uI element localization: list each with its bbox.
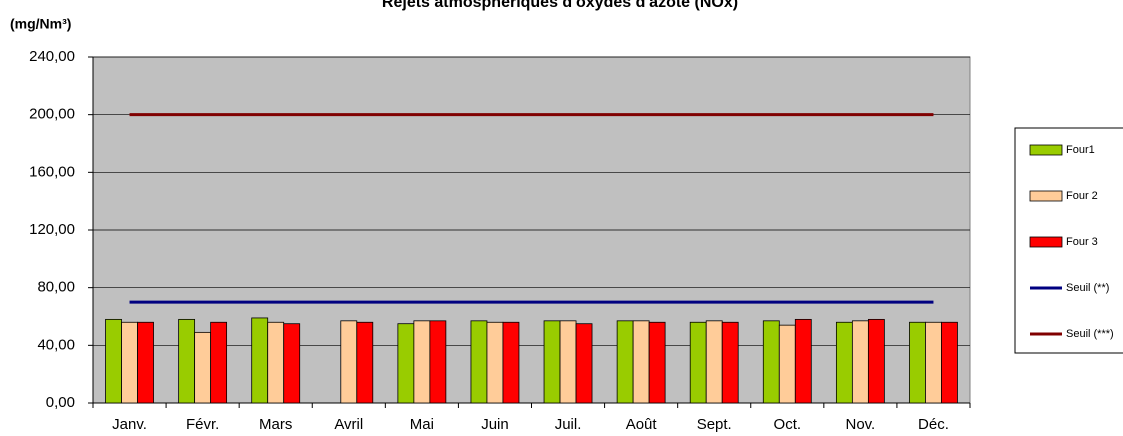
legend-label: Seuil (***) bbox=[1066, 328, 1114, 340]
y-tick-label: 160,00 bbox=[29, 163, 75, 180]
bar bbox=[194, 331, 212, 404]
y-tick-label: 0,00 bbox=[46, 394, 75, 411]
y-tick-label: 200,00 bbox=[29, 106, 75, 123]
bar bbox=[502, 321, 520, 404]
bar bbox=[267, 321, 285, 404]
bar bbox=[559, 320, 577, 404]
x-tick-label: Janv. bbox=[112, 416, 147, 433]
bar bbox=[925, 321, 942, 404]
bar bbox=[340, 320, 358, 404]
bar bbox=[283, 323, 301, 404]
x-tick-label: Juil. bbox=[555, 416, 582, 433]
x-tick-label: Mai bbox=[410, 416, 434, 433]
y-tick-label: 120,00 bbox=[29, 221, 75, 238]
bar bbox=[486, 321, 504, 404]
bar bbox=[137, 321, 154, 404]
x-tick-label: Oct. bbox=[774, 416, 802, 433]
bar bbox=[121, 321, 138, 404]
bar bbox=[632, 320, 650, 404]
legend-label: Four1 bbox=[1066, 144, 1095, 156]
bar bbox=[178, 318, 196, 404]
y-axis-label: (mg/Nm³) bbox=[10, 16, 71, 32]
legend-swatch bbox=[1029, 190, 1063, 202]
legend-label: Four 2 bbox=[1066, 190, 1098, 202]
bar bbox=[721, 321, 739, 404]
bar bbox=[909, 321, 926, 404]
bar bbox=[470, 320, 488, 404]
x-tick-label: Juin bbox=[481, 416, 509, 433]
bar bbox=[543, 320, 561, 404]
legend-label: Seuil (**) bbox=[1066, 282, 1109, 294]
bar bbox=[705, 320, 723, 404]
bar bbox=[210, 321, 228, 404]
legend-swatch bbox=[1029, 144, 1063, 156]
x-tick-label: Avril bbox=[334, 416, 363, 433]
chart-title: Rejets atmosphériques d'oxydes d'azote (… bbox=[382, 0, 738, 11]
bar bbox=[835, 321, 853, 404]
bar bbox=[575, 323, 593, 404]
bar bbox=[867, 318, 885, 404]
y-tick-label: 240,00 bbox=[29, 48, 75, 65]
legend-label: Four 3 bbox=[1066, 236, 1098, 248]
x-tick-label: Août bbox=[626, 416, 658, 433]
legend-swatch bbox=[1029, 236, 1063, 248]
bar bbox=[251, 317, 269, 404]
bar bbox=[794, 318, 812, 404]
bar bbox=[762, 320, 780, 404]
legend-box bbox=[1014, 127, 1123, 354]
bar bbox=[851, 320, 869, 404]
bar bbox=[397, 323, 415, 404]
bar bbox=[356, 321, 374, 404]
x-tick-label: Sept. bbox=[697, 416, 732, 433]
bar bbox=[778, 324, 796, 404]
bar bbox=[413, 320, 431, 404]
x-tick-label: Mars bbox=[259, 416, 292, 433]
x-tick-label: Déc. bbox=[918, 416, 949, 433]
bar bbox=[648, 321, 666, 404]
x-tick-label: Nov. bbox=[846, 416, 876, 433]
bar bbox=[941, 321, 958, 404]
x-tick-label: Févr. bbox=[186, 416, 219, 433]
bar bbox=[105, 318, 122, 404]
y-tick-label: 80,00 bbox=[37, 279, 75, 296]
bar bbox=[429, 320, 447, 404]
bar bbox=[616, 320, 634, 404]
y-tick-label: 40,00 bbox=[37, 336, 75, 353]
bar bbox=[689, 321, 707, 404]
